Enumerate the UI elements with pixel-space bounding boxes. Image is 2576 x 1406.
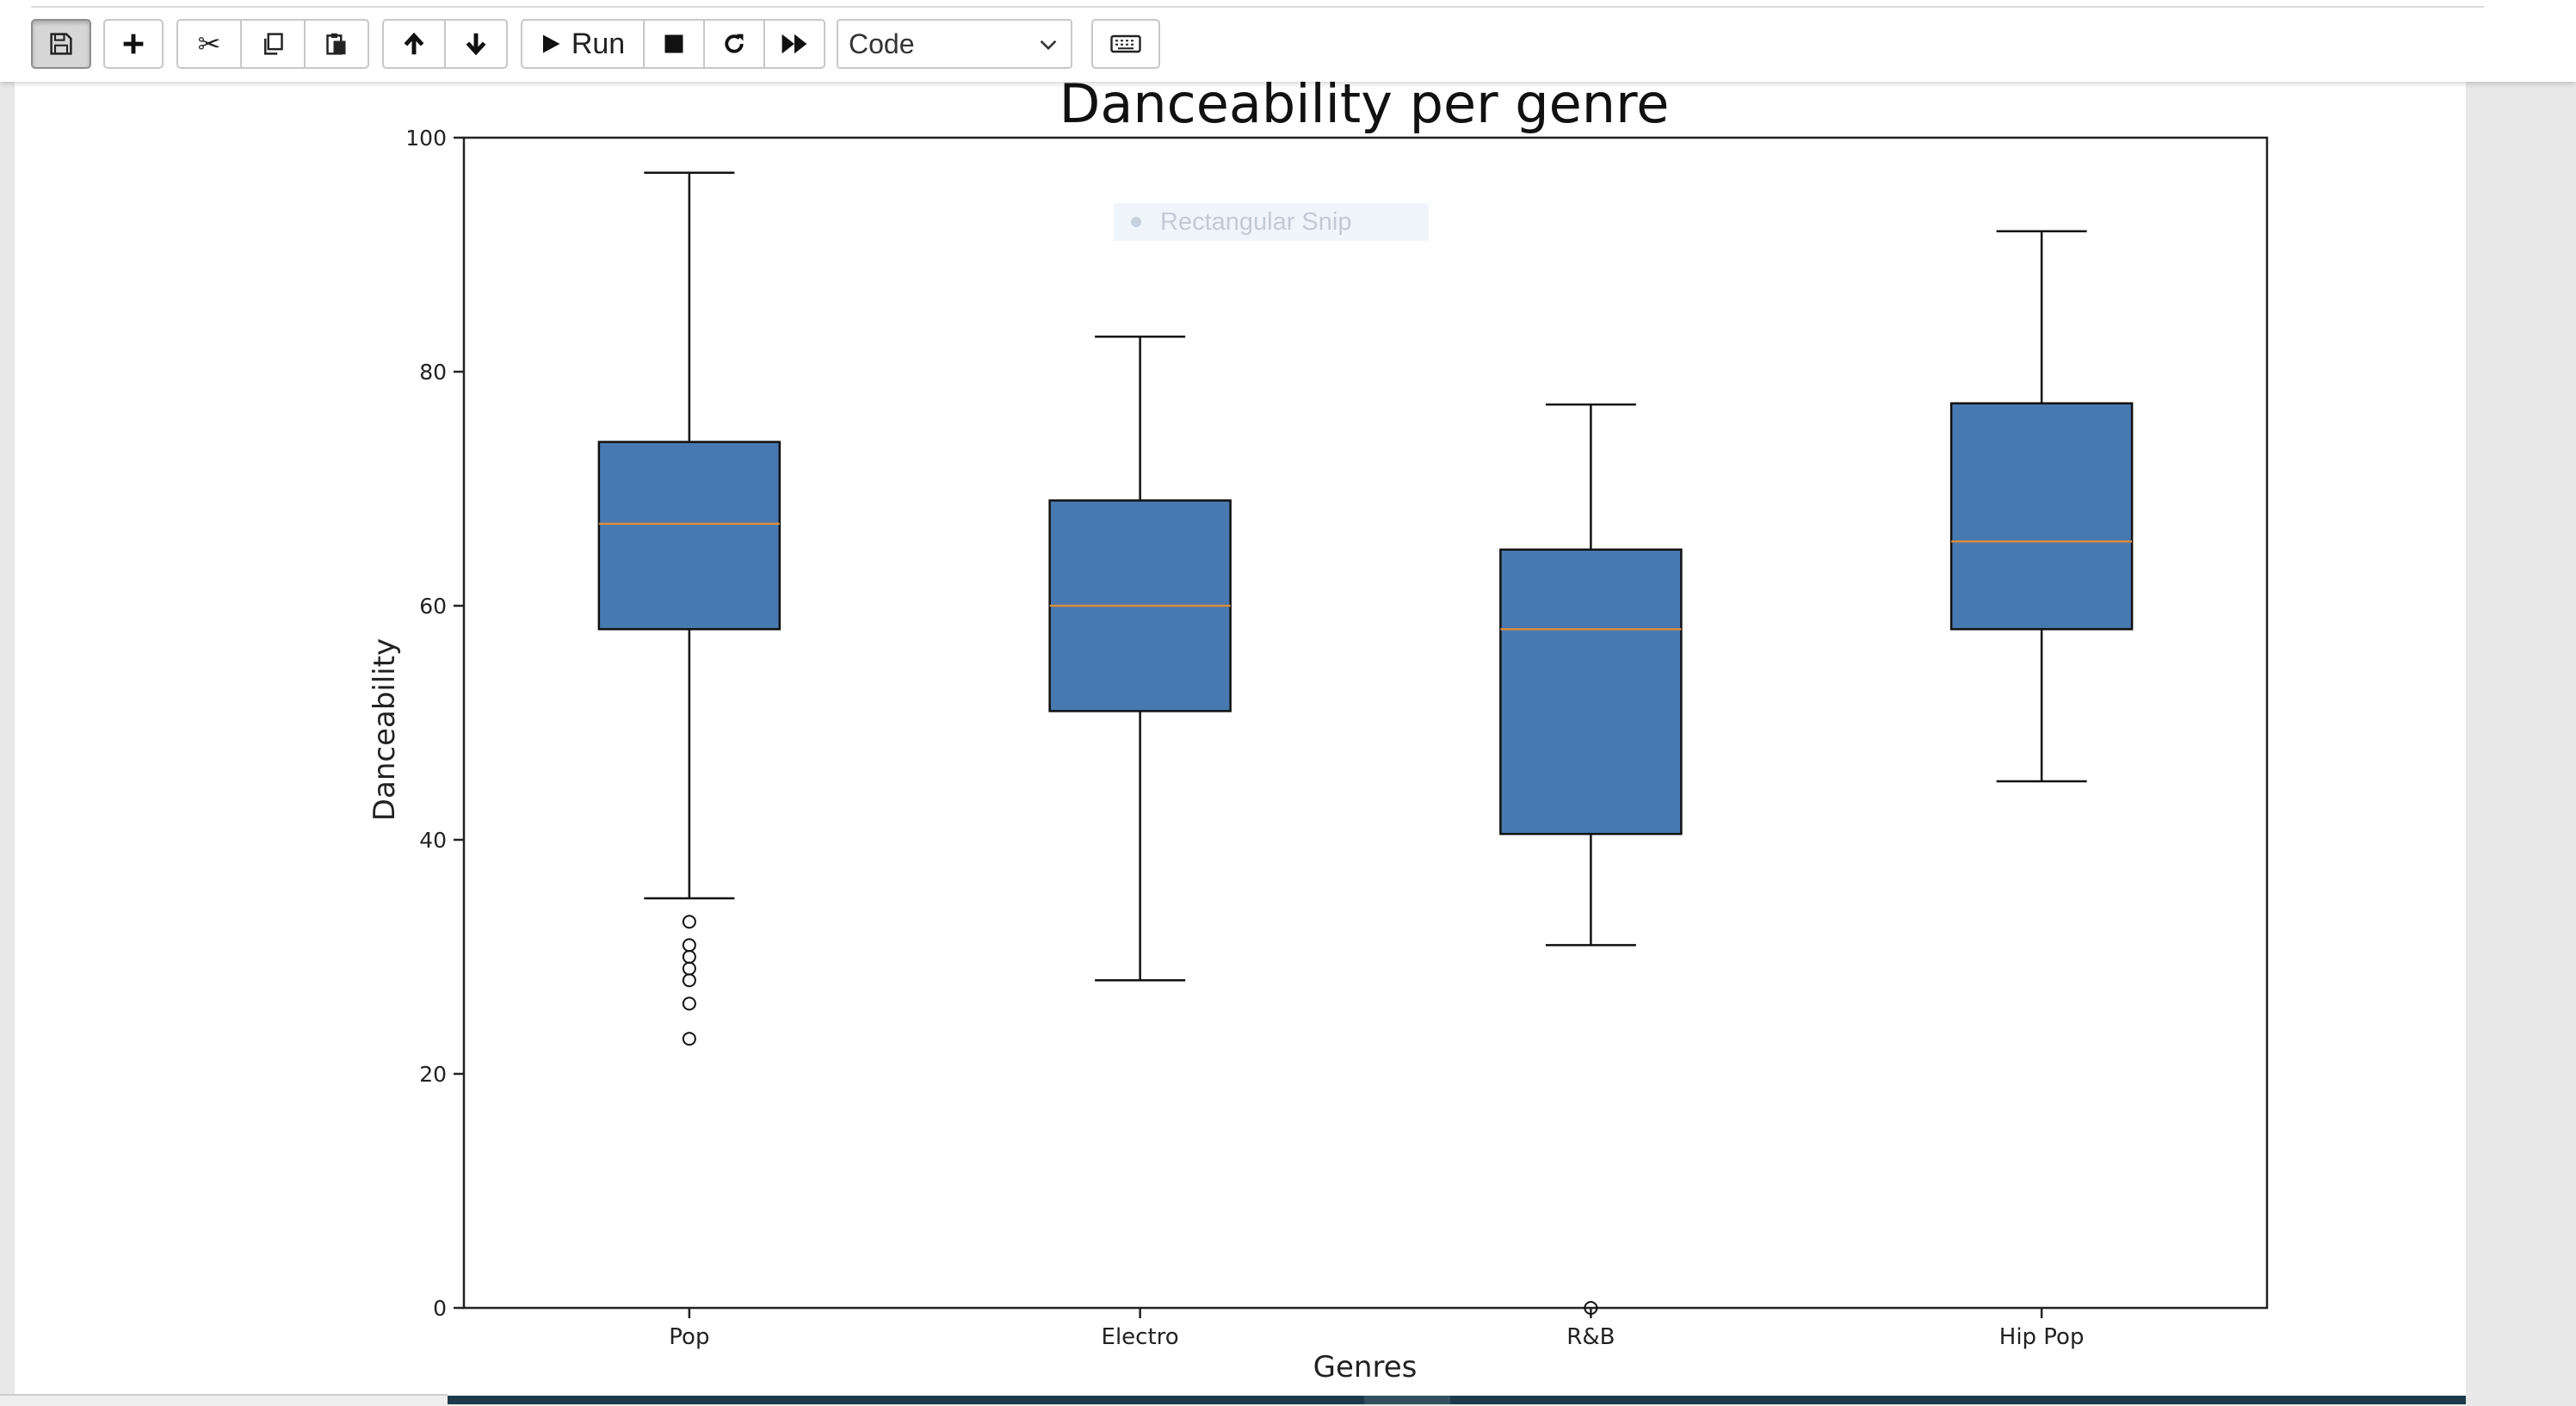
box-group-2 — [1499, 403, 1683, 1315]
outlier-point — [682, 950, 696, 964]
move-group — [382, 19, 508, 69]
outlier-point — [682, 996, 696, 1011]
keyboard-icon — [1110, 34, 1141, 53]
stop-icon — [664, 34, 683, 53]
y-tick-label-20: 20 — [419, 1062, 447, 1087]
interrupt-button[interactable] — [643, 19, 705, 69]
y-tick-label-80: 80 — [419, 360, 447, 385]
box-group-1 — [1048, 335, 1232, 982]
x-axis: Pop Electro R&B Hip Pop — [669, 1308, 2084, 1350]
toolbar-top-divider — [31, 0, 2484, 8]
restart-button[interactable] — [703, 19, 765, 69]
outlier-point — [682, 1032, 696, 1046]
move-up-button[interactable] — [382, 19, 446, 69]
bottom-scroll-track — [0, 1394, 448, 1406]
x-tick-label-2: R&B — [1566, 1324, 1615, 1350]
x-tick-label-1: Electro — [1102, 1324, 1179, 1350]
chevron-down-icon — [1040, 40, 1057, 50]
y-axis-label: Danceability — [368, 638, 402, 821]
chart-title: Danceability per genre — [1059, 82, 1670, 135]
arrow-down-icon — [466, 33, 486, 56]
cut-button[interactable]: ✂ — [176, 19, 242, 69]
notebook-toolbar: ✂ — [0, 0, 2576, 82]
copy-icon — [264, 33, 283, 55]
bottom-status-bar-handle[interactable] — [1364, 1396, 1450, 1404]
plot-frame — [462, 136, 2269, 1310]
outlier-point — [682, 915, 696, 929]
danceability-boxplot: Danceability per genre 0 20 40 60 80 100 Pop E… — [368, 82, 2269, 1384]
bottom-status-bar — [448, 1396, 2466, 1404]
plus-icon — [123, 34, 144, 54]
snip-label: Rectangular Snip — [1160, 207, 1352, 236]
copy-button[interactable] — [240, 19, 306, 69]
x-tick-label-3: Hip Pop — [1999, 1324, 2085, 1350]
cell-type-value: Code — [849, 28, 915, 59]
save-button[interactable] — [31, 19, 91, 69]
boxes-layer — [597, 171, 2134, 1315]
iqr-box — [1499, 548, 1683, 836]
cell-type-select[interactable]: Code — [837, 19, 1072, 69]
scissors-icon: ✂ — [197, 28, 221, 60]
outlier-point — [1584, 1301, 1598, 1315]
run-all-button[interactable] — [763, 19, 825, 69]
box-group-3 — [1949, 230, 2134, 783]
iqr-box — [597, 441, 781, 631]
move-down-button[interactable] — [444, 19, 508, 69]
x-axis-label: Genres — [1313, 1350, 1418, 1384]
clipboard-icon — [326, 33, 346, 55]
keyboard-group — [1091, 19, 1160, 69]
run-group: Run — [521, 19, 825, 69]
paste-button[interactable] — [304, 19, 369, 69]
y-tick-label-0: 0 — [433, 1296, 447, 1321]
insert-cell-button[interactable] — [103, 19, 164, 69]
outlier-point — [682, 973, 696, 988]
box-group-0 — [597, 171, 781, 1046]
run-button[interactable]: Run — [521, 19, 645, 69]
run-label: Run — [571, 27, 626, 60]
snip-overlay: Rectangular Snip — [1114, 203, 1429, 241]
fast-forward-icon — [781, 34, 807, 54]
outlier-point — [682, 961, 696, 976]
keyboard-shortcuts-button[interactable] — [1091, 19, 1160, 69]
y-axis: 0 20 40 60 80 100 — [405, 126, 464, 1321]
y-tick-label-100: 100 — [405, 126, 447, 151]
right-gutter — [2466, 0, 2576, 1404]
y-tick-label-40: 40 — [419, 828, 447, 853]
edit-group: ✂ — [176, 19, 369, 69]
restart-icon — [725, 34, 744, 53]
save-group — [31, 19, 91, 69]
y-tick-label-60: 60 — [419, 594, 447, 619]
x-tick-label-0: Pop — [669, 1324, 709, 1350]
play-icon — [542, 34, 560, 53]
iqr-box — [1949, 402, 2134, 631]
insert-group — [103, 19, 164, 69]
floppy-disk-icon — [50, 33, 72, 55]
outlier-point — [682, 938, 696, 953]
snip-dot-icon — [1131, 217, 1141, 227]
arrow-up-icon — [404, 32, 424, 55]
